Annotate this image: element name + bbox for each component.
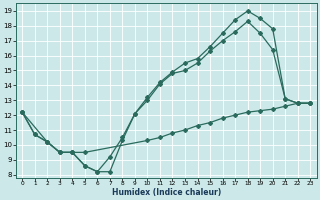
X-axis label: Humidex (Indice chaleur): Humidex (Indice chaleur) xyxy=(112,188,221,197)
